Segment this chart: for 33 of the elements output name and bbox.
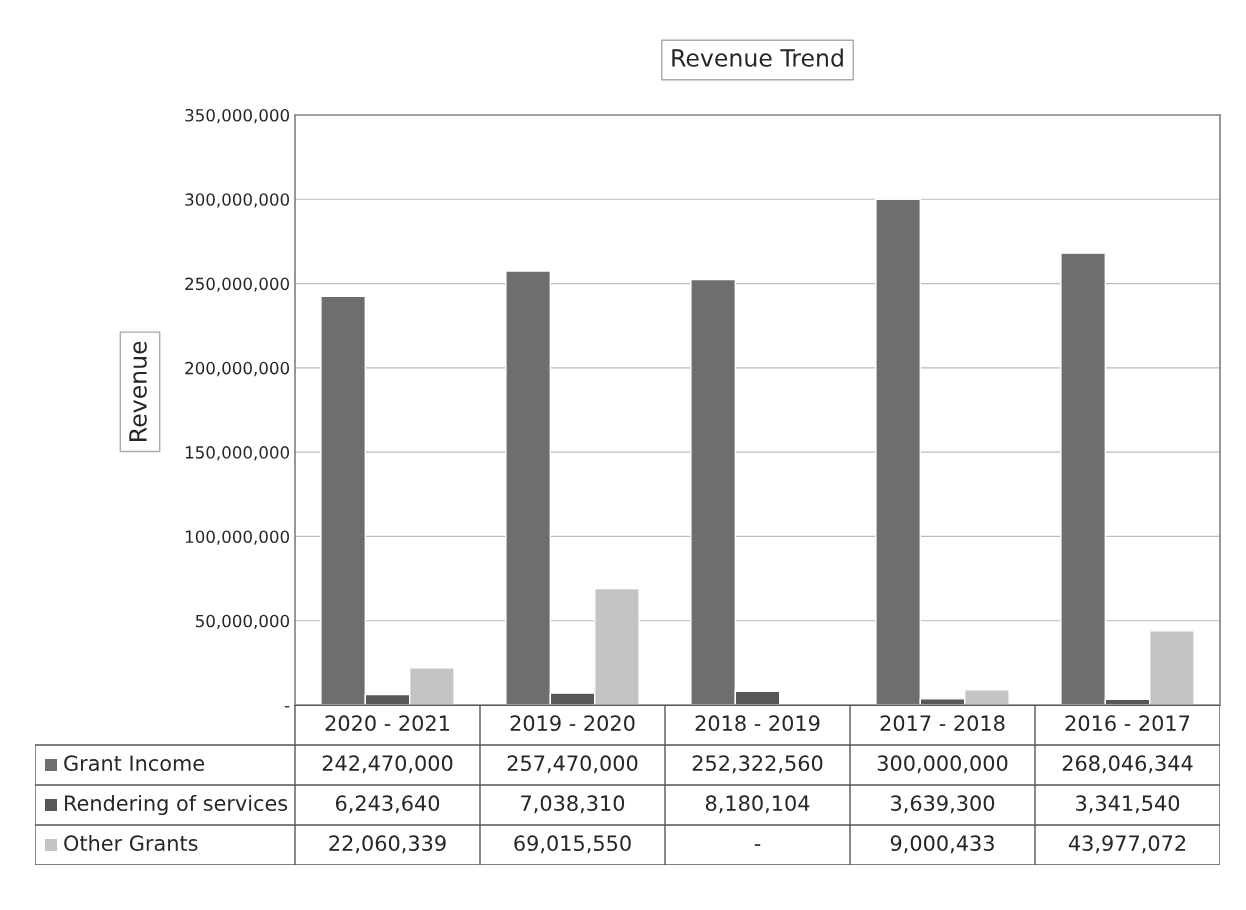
chart-title: Revenue Trend xyxy=(672,48,843,67)
y-tick-label: - xyxy=(284,706,290,708)
legend-label: Grant Income xyxy=(64,755,205,772)
data-label: 242,470,000 xyxy=(322,755,453,774)
data-label: 9,000,433 xyxy=(890,835,994,854)
data-label: 257,470,000 xyxy=(507,755,638,774)
y-tick-label: 300,000,000 xyxy=(185,193,290,208)
legend-label: Other Grants xyxy=(64,834,198,852)
data-label: 3,639,300 xyxy=(891,795,995,814)
legend-label: Rendering of services xyxy=(65,794,288,816)
data-label: 300,000,000 xyxy=(877,755,1008,774)
y-tick-label: 50,000,000 xyxy=(196,614,290,629)
data-label: 69,015,550 xyxy=(514,835,631,854)
y-tick-label: 150,000,000 xyxy=(185,446,290,461)
x-tick-label: 2016 - 2017 xyxy=(1065,715,1190,732)
data-label: 7,038,310 xyxy=(521,795,625,814)
data-label: 268,046,344 xyxy=(1062,755,1193,774)
data-label: 8,180,104 xyxy=(705,795,810,814)
data-label: 252,322,560 xyxy=(692,755,823,774)
x-tick-label: 2018 - 2019 xyxy=(695,715,820,732)
text: - xyxy=(754,844,761,846)
y-tick-label: 100,000,000 xyxy=(185,530,290,545)
data-label: 6,243,640 xyxy=(335,795,440,814)
data-label: 22,060,339 xyxy=(329,835,446,854)
x-tick-label: 2017 - 2018 xyxy=(880,715,1005,732)
y-tick-label: 250,000,000 xyxy=(185,277,290,292)
y-axis-title: Revenue xyxy=(129,341,147,441)
y-tick-label: 350,000,000 xyxy=(185,108,290,124)
y-tick-label: 200,000,000 xyxy=(185,361,290,377)
x-tick-label: 2020 - 2021 xyxy=(325,715,449,732)
x-tick-label: 2019 - 2020 xyxy=(510,715,635,732)
data-label: 43,977,072 xyxy=(1068,835,1186,854)
data-label: 3,341,540 xyxy=(1076,795,1180,814)
